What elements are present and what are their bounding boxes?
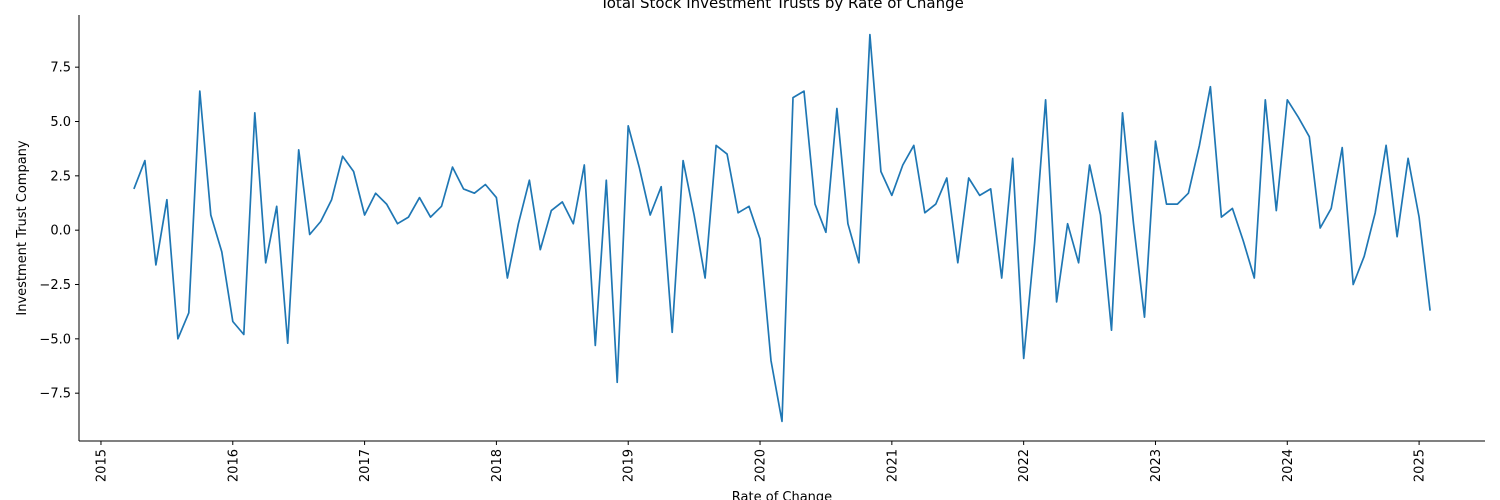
plot-area	[133, 33, 1431, 423]
x-tick-label: 2018	[490, 449, 505, 482]
x-tick-label: 2025	[1413, 449, 1428, 482]
y-tick-label: 5.0	[50, 115, 71, 130]
x-tick-label: 2023	[1149, 449, 1164, 482]
x-axis-ticks: 2015 2016 2017 2018 2019 2020 2021 2022 2023 2024…	[94, 441, 1428, 482]
y-tick-label: 2.5	[50, 169, 71, 184]
series-line-0	[133, 33, 1431, 423]
y-axis-ticks: −7.5 −5.0 −2.5 0.0 2.5 5.0 7.5	[39, 61, 79, 402]
x-tick-label: 2022	[1017, 449, 1032, 482]
y-axis-title: Investment Trust Company	[15, 140, 30, 316]
x-tick-label: 2017	[358, 449, 373, 482]
x-tick-label: 2016	[226, 449, 241, 482]
x-tick-label: 2024	[1281, 449, 1296, 482]
x-tick-label: 2015	[94, 449, 109, 482]
x-tick-label: 2021	[885, 449, 900, 482]
y-tick-label: −7.5	[39, 387, 71, 402]
x-axis-title: Rate of Change	[732, 490, 832, 500]
x-tick-label: 2019	[622, 449, 637, 482]
y-tick-label: −5.0	[39, 332, 71, 347]
y-tick-label: 7.5	[50, 61, 71, 76]
x-tick-label: 2020	[754, 449, 769, 482]
y-tick-label: −2.5	[39, 278, 71, 293]
y-tick-label: 0.0	[50, 224, 71, 239]
chart-title: Total Stock Investment Trusts by Rate of…	[599, 0, 964, 12]
